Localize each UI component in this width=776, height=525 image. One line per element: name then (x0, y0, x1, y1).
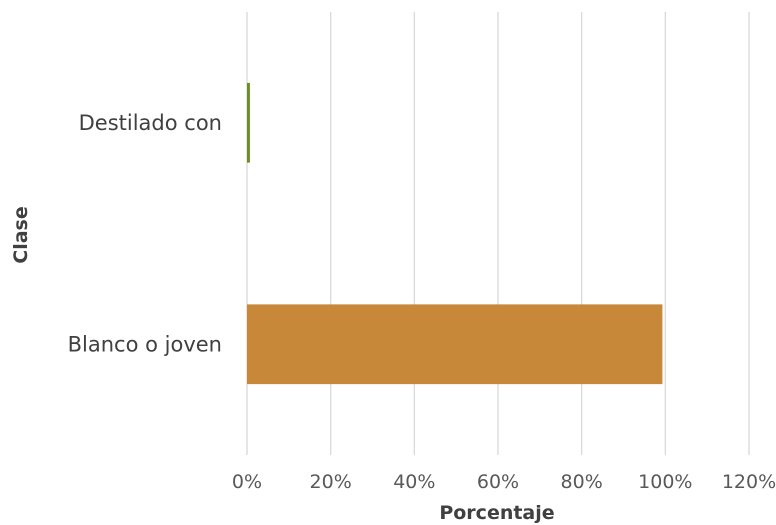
x-tick-label: 80% (561, 471, 603, 493)
x-tick-label: 40% (393, 471, 435, 493)
category-label: Blanco o joven (68, 332, 222, 356)
gridlines (246, 12, 750, 455)
x-tick-label: 0% (232, 471, 262, 493)
x-tick-label: 100% (638, 471, 692, 493)
x-tick-label: 120% (722, 471, 776, 493)
category-label: Destilado con (79, 111, 222, 135)
x-tick-label: 20% (310, 471, 352, 493)
bars (247, 82, 663, 385)
x-tick-label: 60% (477, 471, 519, 493)
y-axis-title: Clase (10, 206, 32, 263)
bar (247, 82, 250, 163)
bar (247, 304, 663, 385)
x-axis-title: Porcentaje (439, 502, 554, 524)
category-labels: Destilado con Blanco o joven (68, 111, 222, 357)
x-tick-labels: 0% 20% 40% 60% 80% 100% 120% (232, 471, 776, 493)
